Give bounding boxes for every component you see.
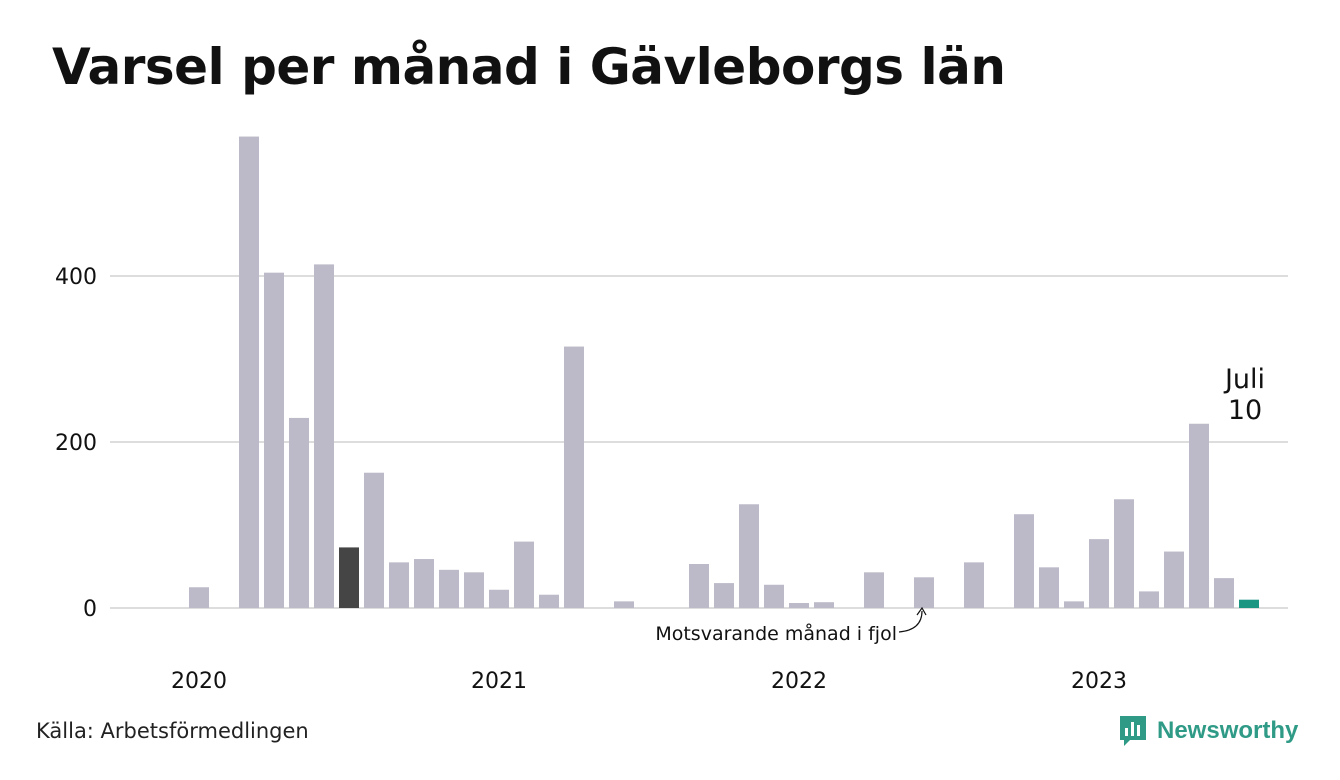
- bar-2022-09: [964, 562, 984, 608]
- bar-2020-07: [314, 264, 334, 608]
- bar-2020-09: [364, 472, 384, 608]
- bar-2021-05: [564, 346, 584, 608]
- bar-2022-05: [864, 572, 884, 608]
- bar-2020-06: [289, 417, 309, 608]
- x-tick-label: 2022: [771, 669, 827, 694]
- source-label: Källa: Arbetsförmedlingen: [36, 719, 309, 743]
- current-value-label: 10: [1228, 395, 1262, 426]
- bar-2022-03: [814, 602, 834, 608]
- bar-2023-02: [1089, 539, 1109, 608]
- note-arrow-line: [898, 610, 923, 633]
- bar-2022-07: [914, 577, 934, 608]
- bar-2021-10: [689, 564, 709, 608]
- grid-lines: [110, 275, 1288, 609]
- bar-2022-01: [764, 584, 784, 608]
- bar-2023-07: [1214, 578, 1234, 608]
- bar-2020-04: [239, 136, 259, 608]
- bar-2023-04: [1139, 591, 1159, 608]
- bar-2021-01: [464, 572, 484, 608]
- bar-2023-06: [1189, 423, 1209, 608]
- bar-2022-11: [1014, 514, 1034, 608]
- y-tick-label: 400: [55, 265, 97, 290]
- bar-2020-11: [414, 559, 434, 608]
- previous-year-note: Motsvarande månad i fjol: [655, 622, 897, 645]
- current-month-label: Juli: [1223, 364, 1265, 395]
- bar-2021-04: [539, 594, 559, 608]
- bar-2020-02: [189, 587, 209, 608]
- bar-2021-07: [614, 601, 634, 608]
- axis-labels: 0 200 400 2020 2021 2022 2023: [55, 265, 1127, 694]
- bar-2023-03: [1114, 499, 1134, 608]
- bar-2023-05: [1164, 551, 1184, 608]
- bar-2021-11: [714, 583, 734, 608]
- bar-2021-03: [514, 541, 534, 608]
- brand-logo: Newsworthy: [1118, 714, 1298, 748]
- bar-2020-12: [439, 569, 459, 608]
- bar-2023-01: [1064, 601, 1084, 608]
- bar-2020-05: [264, 272, 284, 608]
- note-arrow-head: [916, 606, 927, 616]
- newsworthy-logo-icon: [1120, 716, 1146, 746]
- bar-2022-02: [789, 603, 809, 608]
- bar-2021-02: [489, 589, 509, 608]
- y-tick-label: 200: [55, 431, 97, 456]
- x-tick-label: 2020: [171, 669, 227, 694]
- brand-name: Newsworthy: [1157, 717, 1299, 744]
- bar-2020-10: [389, 562, 409, 608]
- bar-2022-12: [1039, 567, 1059, 608]
- y-tick-label: 0: [83, 597, 97, 622]
- bar-2020-08: [339, 547, 359, 608]
- bar-2021-12: [739, 504, 759, 608]
- page-title: Varsel per månad i Gävleborgs län: [52, 38, 1006, 96]
- x-tick-label: 2021: [471, 669, 527, 694]
- bars: [189, 136, 1259, 608]
- bar-undefined: [1239, 599, 1259, 608]
- x-tick-label: 2023: [1071, 669, 1127, 694]
